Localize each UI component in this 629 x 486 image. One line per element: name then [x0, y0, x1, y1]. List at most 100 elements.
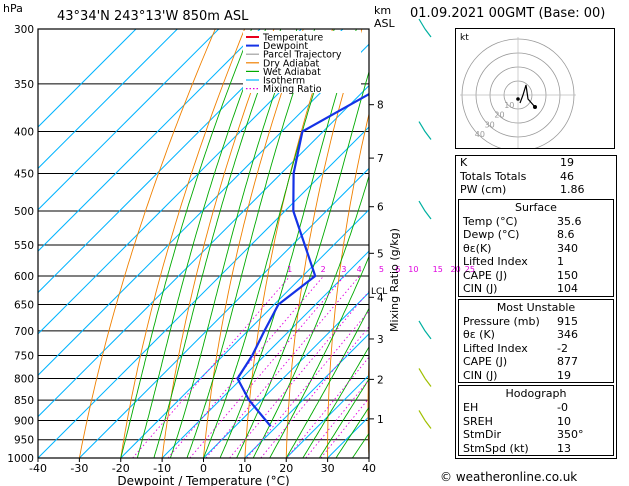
hodograph-storm-dot	[516, 97, 520, 101]
stmspd-label: StmSpd (kt)	[463, 441, 529, 455]
mixing-ratio-label-5: 5	[379, 265, 384, 274]
pressure-tick-850: 850	[14, 395, 34, 407]
surface-cape-value: 150	[557, 268, 578, 282]
pressure-tick-600: 600	[14, 271, 34, 283]
surface-dewp-value: 8.6	[557, 228, 575, 241]
stmdir-label: StmDir	[463, 428, 502, 441]
legend-entry-dewpoint: Dewpoint	[263, 41, 308, 52]
wind-barb-500	[418, 200, 432, 220]
pressure-tick-750: 750	[14, 350, 34, 362]
isotherm-0	[203, 291, 369, 458]
surface-temp-value: 35.6	[557, 214, 582, 228]
x-tick-20: 20	[279, 462, 293, 475]
legend-entry-dry-adiabat: Dry Adiabat	[263, 58, 320, 69]
hodograph-ring-label-10: 10	[504, 101, 514, 110]
pressure-tick-900: 900	[14, 415, 34, 427]
legend-entry-parcel-trajectory: Parcel Trajectory	[263, 50, 342, 61]
hodo-table-title: Hodograph	[505, 387, 567, 400]
x-tick--40: -40	[29, 462, 47, 475]
pressure-tick-350: 350	[14, 79, 34, 91]
dry-adiabat-110	[619, 29, 629, 458]
wet-adiabat-0	[203, 29, 335, 458]
isotherm--120	[38, 29, 137, 128]
most-unstable-section: Most Unstable Pressure (mb) 915 θε (K) 346…	[458, 298, 614, 383]
wet-adiabat-24	[302, 346, 369, 458]
pressure-tick-300: 300	[14, 24, 34, 36]
wind-barb-400	[418, 121, 432, 140]
stmspd-value: 13	[557, 441, 571, 455]
mixing-ratio-1	[132, 275, 291, 458]
isotherm--40	[38, 126, 369, 458]
mu-cin-value: 19	[557, 368, 571, 382]
x-tick-10: 10	[238, 462, 252, 475]
hodograph-end-dot	[533, 105, 537, 109]
pressure-tick-450: 450	[14, 168, 34, 180]
wind-barb-300	[418, 18, 432, 38]
mixing-ratio-label-4: 4	[357, 265, 362, 274]
wind-barb-700	[418, 320, 432, 340]
stmdir-value: 350°	[557, 428, 584, 441]
most-unstable-title: Most Unstable	[496, 300, 576, 314]
x-tick--10: -10	[153, 462, 171, 475]
pw-value: 1.86	[560, 183, 585, 196]
x-tick--30: -30	[70, 462, 88, 475]
mixing-ratio-label-2: 2	[321, 265, 326, 274]
isotherm--80	[38, 29, 302, 294]
hpa-label: hPa	[3, 2, 23, 15]
wet-adiabat--8	[169, 29, 298, 458]
km-tick-5: 5	[377, 248, 384, 260]
dry-adiabat-50	[407, 29, 450, 458]
isotherm--90	[38, 29, 261, 252]
tt-label: Totals Totals	[460, 169, 527, 183]
isotherm-20	[285, 374, 369, 458]
copyright-text: © weatheronline.co.uk	[440, 470, 578, 484]
km-tick-4: 4	[377, 292, 384, 304]
x-tick--20: -20	[112, 462, 130, 475]
dry-adiabat--20	[120, 29, 246, 458]
hodograph-trace	[519, 84, 536, 108]
pw-label: PW (cm)	[460, 183, 507, 196]
hodograph-ring-label-20: 20	[494, 111, 504, 120]
pressure-tick-1000: 1000	[7, 453, 34, 465]
mu-li-value: -2	[557, 341, 568, 355]
isotherm--30	[79, 167, 369, 458]
surface-thetae-label: θε(K)	[463, 241, 492, 255]
wet-adiabat--16	[136, 29, 267, 458]
km-label: km	[374, 4, 391, 17]
hodograph-panel: kt 10 20 30 40	[455, 28, 615, 153]
mixing-ratio-4	[205, 275, 360, 458]
mu-cin-label: CIN (J)	[463, 368, 498, 382]
wind-barb-900	[418, 410, 432, 429]
surface-cin-value: 104	[557, 282, 578, 295]
wet-adiabat-16	[269, 255, 369, 458]
km-tick-7: 7	[377, 153, 384, 165]
location-title: 43°34'N 243°13'W 850m ASL	[57, 9, 249, 24]
dry-adiabat-0	[203, 29, 304, 458]
mixing-ratio-6	[229, 290, 369, 458]
x-tick-0: 0	[200, 462, 207, 475]
dewpoint-line	[236, 92, 369, 428]
eh-value: -0	[557, 401, 568, 414]
mixing-ratio-3	[189, 275, 345, 458]
hodograph-table-section: Hodograph EH -0 SREH 10 StmDir 350° StmSpd …	[458, 385, 614, 456]
mu-cape-value: 877	[557, 355, 578, 368]
surface-cin-label: CIN (J)	[463, 282, 498, 295]
sreh-value: 10	[557, 414, 571, 428]
hodograph-kt-label: kt	[460, 33, 469, 43]
km-tick-1: 1	[377, 414, 384, 426]
mixing-ratio-label-10: 10	[408, 265, 418, 274]
wet-adiabat--20	[120, 29, 253, 458]
isotherm--10	[161, 250, 369, 458]
mixing-ratio-label-3: 3	[341, 265, 346, 274]
dry-adiabat--10	[161, 29, 275, 458]
mu-thetae-value: 346	[557, 328, 578, 341]
k-value: 19	[560, 156, 574, 169]
mixing-ratio-axis-label: Mixing Ratio (g/kg)	[388, 228, 401, 332]
legend-entry-mixing-ratio: Mixing Ratio	[263, 84, 322, 95]
isotherm-10	[244, 333, 369, 458]
wind-barb-800	[418, 368, 432, 387]
pressure-tick-800: 800	[14, 373, 34, 385]
surface-section: Surface Temp (°C) 35.6 Dewp (°C) 8.6 θε(K)…	[458, 198, 614, 297]
asl-label: ASL	[374, 17, 396, 30]
